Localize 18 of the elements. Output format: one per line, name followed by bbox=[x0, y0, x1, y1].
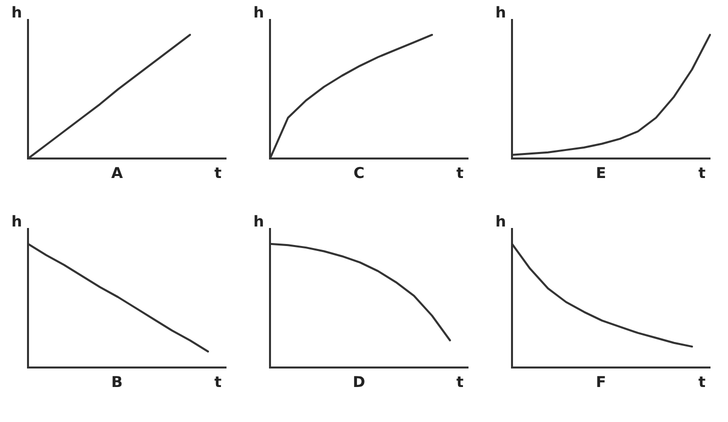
y-axis-title: h bbox=[495, 212, 506, 230]
x-axis-title: t bbox=[214, 164, 222, 182]
y-axis-title: h bbox=[495, 3, 506, 22]
y-axis-title: h bbox=[253, 3, 264, 22]
text: C bbox=[353, 164, 365, 182]
text: D bbox=[352, 372, 366, 391]
x-axis-title: t bbox=[214, 372, 222, 391]
x-axis-title: t bbox=[456, 372, 464, 391]
text: B bbox=[111, 372, 123, 391]
y-axis-title: h bbox=[253, 212, 264, 230]
text: A bbox=[111, 164, 124, 182]
text: E bbox=[596, 164, 606, 182]
text: F bbox=[596, 372, 606, 391]
y-axis-title: h bbox=[11, 212, 22, 230]
x-axis-title: t bbox=[698, 372, 706, 391]
x-axis-title: t bbox=[698, 164, 706, 182]
y-axis-title: h bbox=[11, 3, 22, 22]
x-axis-title: t bbox=[456, 164, 464, 182]
